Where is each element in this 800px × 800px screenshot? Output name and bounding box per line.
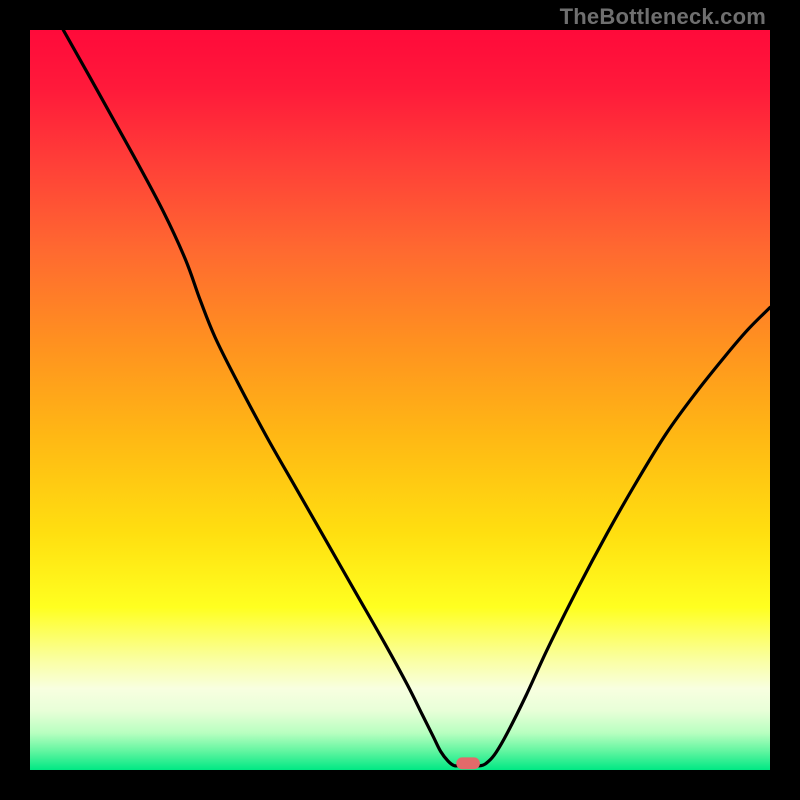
curve-layer xyxy=(30,30,770,770)
plot-area xyxy=(30,30,770,770)
bottleneck-curve xyxy=(63,30,770,766)
valley-marker xyxy=(456,757,480,769)
chart-frame: TheBottleneck.com xyxy=(0,0,800,800)
watermark-text: TheBottleneck.com xyxy=(560,4,766,30)
